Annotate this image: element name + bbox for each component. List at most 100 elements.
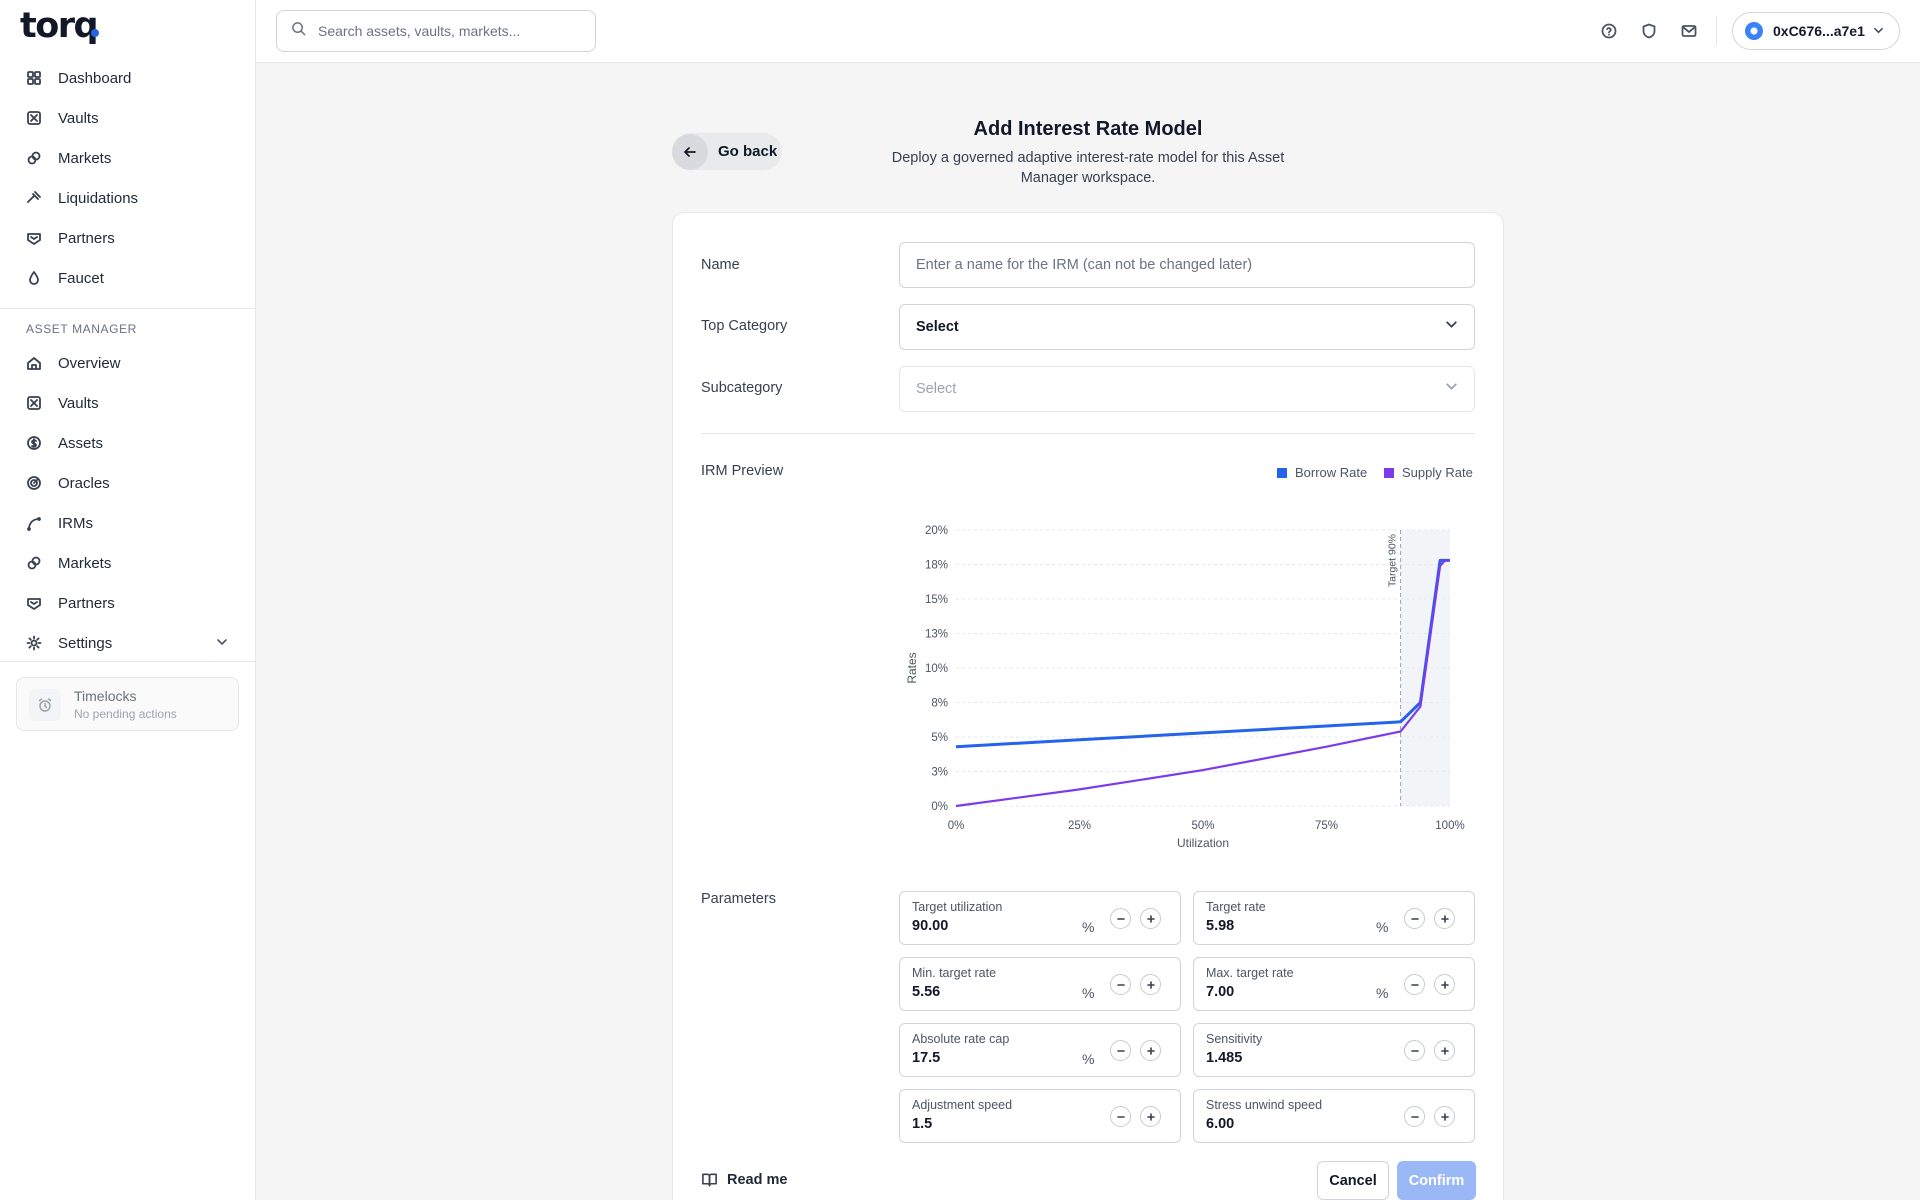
wallet-address: 0xC676...a7e1 bbox=[1773, 23, 1865, 39]
decrement-button[interactable] bbox=[1110, 908, 1131, 929]
parameter-label: Max. target rate bbox=[1206, 966, 1294, 980]
sidebar-divider bbox=[0, 308, 256, 309]
sidebar-item-overview[interactable]: Overview bbox=[16, 343, 240, 383]
page-title: Add Interest Rate Model bbox=[973, 118, 1203, 140]
markets-icon bbox=[26, 150, 42, 166]
decrement-button[interactable] bbox=[1404, 974, 1425, 995]
sidebar-item-am-vaults[interactable]: Vaults bbox=[16, 383, 240, 423]
sidebar-item-assets[interactable]: Assets bbox=[16, 423, 240, 463]
sidebar-item-dashboard[interactable]: Dashboard bbox=[16, 58, 240, 98]
asset-manager-nav: Overview Vaults Assets Oracles IRMs Mark… bbox=[16, 343, 240, 663]
sidebar-item-partners[interactable]: Partners bbox=[16, 218, 240, 258]
y-tick-label: 13% bbox=[925, 629, 948, 641]
parameter-unit: % bbox=[1376, 919, 1389, 935]
parameter-min-target-rate[interactable]: Min. target rate 5.56% bbox=[899, 957, 1181, 1011]
wallet-button[interactable]: 0xC676...a7e1 bbox=[1732, 12, 1900, 50]
sidebar-item-liquidations[interactable]: Liquidations bbox=[16, 178, 240, 218]
subcategory-label: Subcategory bbox=[701, 380, 783, 396]
name-input[interactable] bbox=[916, 257, 1458, 273]
faucet-icon bbox=[26, 270, 42, 286]
plus-icon bbox=[1440, 1112, 1449, 1121]
y-tick-label: 18% bbox=[925, 560, 948, 572]
decrement-button[interactable] bbox=[1404, 1040, 1425, 1061]
cancel-button[interactable]: Cancel bbox=[1317, 1161, 1389, 1200]
sidebar-item-faucet[interactable]: Faucet bbox=[16, 258, 240, 298]
parameter-unit: % bbox=[1376, 985, 1389, 1001]
parameter-target-utilization[interactable]: Target utilization 90.00% bbox=[899, 891, 1181, 945]
parameter-value[interactable]: 5.98 bbox=[1206, 918, 1235, 934]
go-back-label: Go back bbox=[718, 143, 778, 160]
parameter-max-target-rate[interactable]: Max. target rate 7.00% bbox=[1193, 957, 1475, 1011]
sidebar-item-am-partners[interactable]: Partners bbox=[16, 583, 240, 623]
chevron-down-icon bbox=[1445, 318, 1458, 336]
parameter-adjustment-speed[interactable]: Adjustment speed 1.5 bbox=[899, 1089, 1181, 1143]
increment-button[interactable] bbox=[1140, 974, 1161, 995]
name-field[interactable] bbox=[899, 242, 1475, 288]
timelocks-card[interactable]: Timelocks No pending actions bbox=[16, 677, 239, 731]
search-box[interactable] bbox=[276, 10, 596, 52]
parameter-sensitivity[interactable]: Sensitivity 1.485 bbox=[1193, 1023, 1475, 1077]
plus-icon bbox=[1146, 1046, 1155, 1055]
chevron-down-icon[interactable] bbox=[216, 635, 228, 652]
decrement-button[interactable] bbox=[1110, 974, 1131, 995]
legend-supply-rate: Supply Rate bbox=[1384, 465, 1473, 480]
y-tick-label: 0% bbox=[931, 801, 948, 813]
read-me-link[interactable]: Read me bbox=[701, 1171, 787, 1188]
help-icon[interactable] bbox=[1600, 22, 1618, 40]
subcategory-select[interactable]: Select bbox=[899, 366, 1475, 412]
sidebar-item-label: Dashboard bbox=[58, 69, 132, 87]
sidebar-item-markets[interactable]: Markets bbox=[16, 138, 240, 178]
increment-button[interactable] bbox=[1140, 908, 1161, 929]
parameter-value[interactable]: 7.00 bbox=[1206, 984, 1235, 1000]
parameter-target-rate[interactable]: Target rate 5.98% bbox=[1193, 891, 1475, 945]
parameter-stress-unwind-speed[interactable]: Stress unwind speed 6.00 bbox=[1193, 1089, 1475, 1143]
sidebar-item-vaults[interactable]: Vaults bbox=[16, 98, 240, 138]
y-tick-label: 15% bbox=[925, 594, 948, 606]
plus-icon bbox=[1146, 980, 1155, 989]
increment-button[interactable] bbox=[1434, 1040, 1455, 1061]
parameter-value[interactable]: 5.56 bbox=[912, 984, 941, 1000]
chevron-down-icon bbox=[1445, 380, 1458, 398]
parameter-label: Adjustment speed bbox=[912, 1098, 1013, 1112]
parameter-value[interactable]: 1.485 bbox=[1206, 1050, 1243, 1066]
sidebar-item-am-markets[interactable]: Markets bbox=[16, 543, 240, 583]
decrement-button[interactable] bbox=[1404, 908, 1425, 929]
parameter-value[interactable]: 6.00 bbox=[1206, 1116, 1235, 1132]
parameter-value[interactable]: 17.5 bbox=[912, 1050, 941, 1066]
parameter-label: Absolute rate cap bbox=[912, 1032, 1010, 1046]
x-tick-label: 0% bbox=[948, 820, 965, 832]
decrement-button[interactable] bbox=[1110, 1040, 1131, 1061]
y-tick-label: 8% bbox=[931, 698, 948, 710]
confirm-button[interactable]: Confirm bbox=[1397, 1161, 1476, 1200]
sidebar-item-oracles[interactable]: Oracles bbox=[16, 463, 240, 503]
parameter-absolute-rate-cap[interactable]: Absolute rate cap 17.5% bbox=[899, 1023, 1181, 1077]
sidebar-item-label: Overview bbox=[58, 354, 121, 372]
increment-button[interactable] bbox=[1140, 1040, 1161, 1061]
series-line-supply-rate bbox=[955, 559, 1450, 808]
page-subtitle: Deploy a governed adaptive interest-rate… bbox=[891, 150, 1285, 186]
increment-button[interactable] bbox=[1434, 974, 1455, 995]
top-category-value: Select bbox=[916, 319, 959, 335]
sidebar-item-irms[interactable]: IRMs bbox=[16, 503, 240, 543]
timelocks-title: Timelocks bbox=[74, 688, 137, 704]
mail-icon[interactable] bbox=[1680, 22, 1698, 40]
shield-icon[interactable] bbox=[1640, 22, 1658, 40]
topbar: 0xC676...a7e1 bbox=[256, 0, 1920, 63]
increment-button[interactable] bbox=[1140, 1106, 1161, 1127]
dollar-icon bbox=[26, 435, 42, 451]
read-me-label: Read me bbox=[727, 1171, 788, 1188]
top-category-select[interactable]: Select bbox=[899, 304, 1475, 350]
decrement-button[interactable] bbox=[1404, 1106, 1425, 1127]
go-back-button[interactable]: Go back bbox=[672, 133, 782, 170]
target-annotation-label: Target 90% bbox=[1387, 534, 1399, 587]
parameter-value[interactable]: 1.5 bbox=[912, 1116, 933, 1132]
sidebar-item-label: Faucet bbox=[58, 269, 104, 287]
search-input[interactable] bbox=[318, 23, 578, 39]
increment-button[interactable] bbox=[1434, 908, 1455, 929]
sidebar-item-settings[interactable]: Settings bbox=[16, 623, 240, 663]
parameter-value[interactable]: 90.00 bbox=[912, 918, 949, 934]
torq-logo[interactable]: torq bbox=[20, 6, 99, 46]
decrement-button[interactable] bbox=[1110, 1106, 1131, 1127]
x-tick-label: 75% bbox=[1315, 820, 1338, 832]
increment-button[interactable] bbox=[1434, 1106, 1455, 1127]
